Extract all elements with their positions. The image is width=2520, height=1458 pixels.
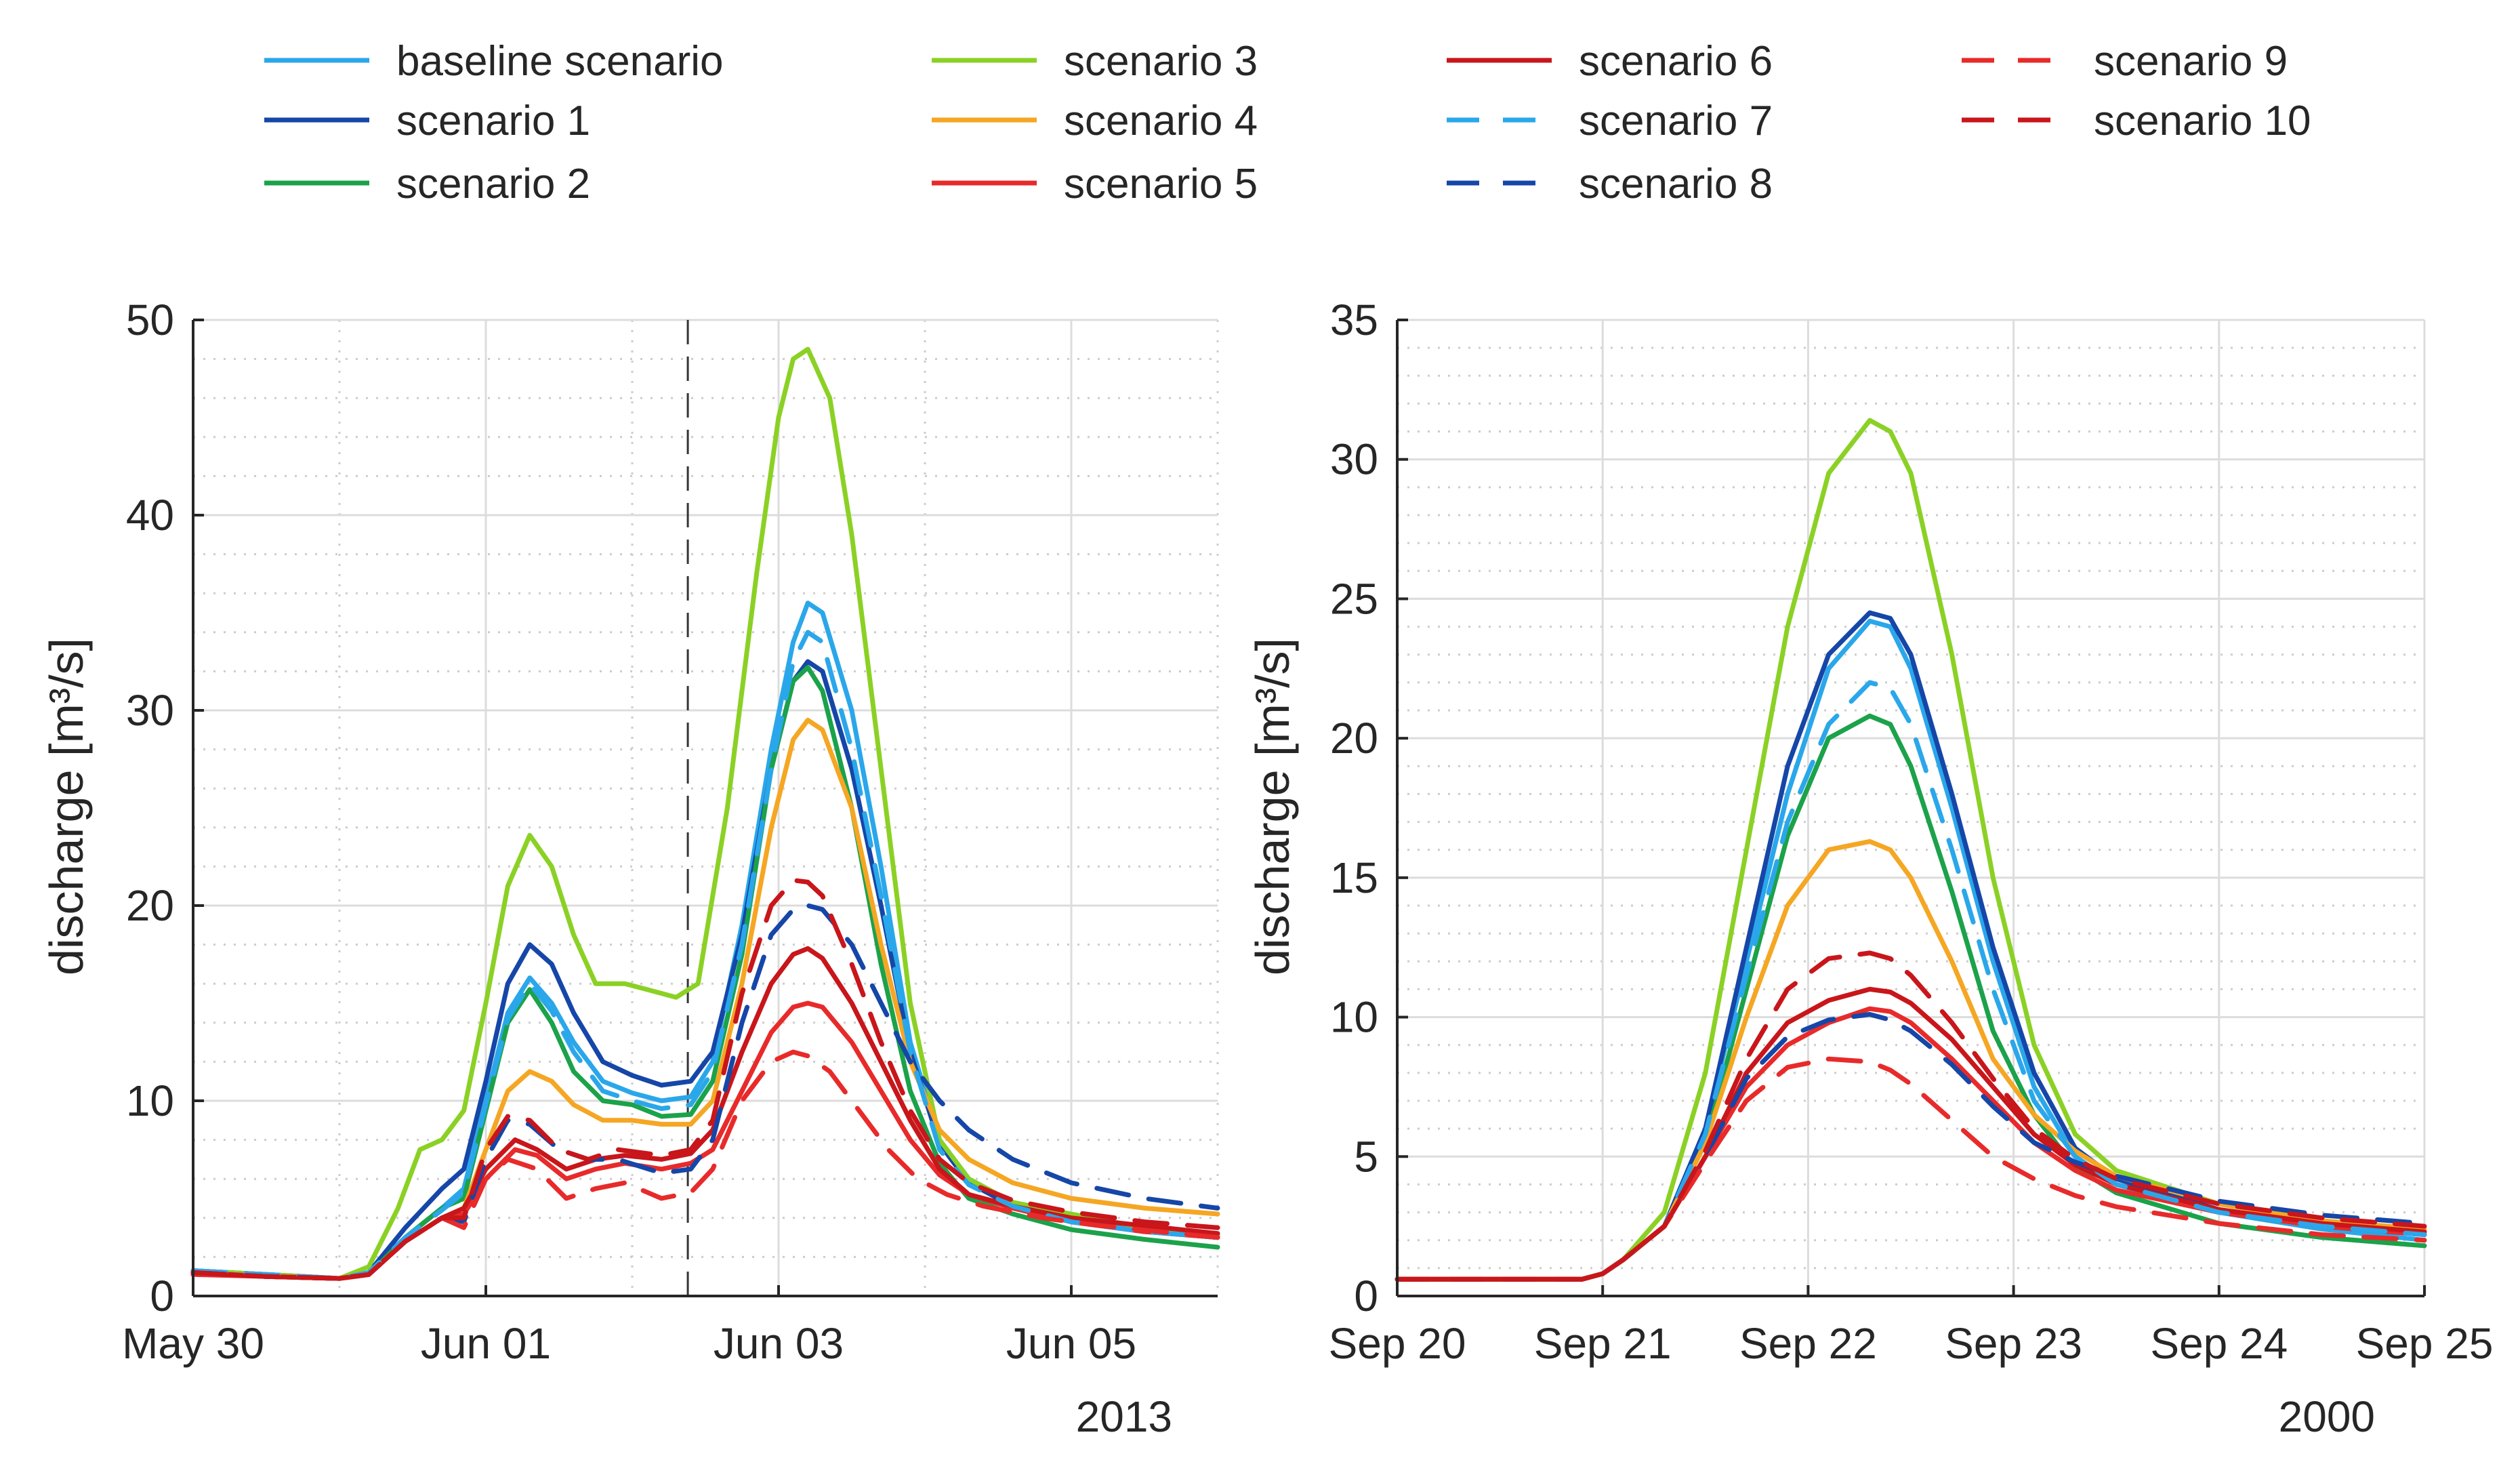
y-tick-label: 15 [1330,853,1378,902]
y-tick-label: 10 [126,1076,174,1125]
legend-label: scenario 6 [1579,38,1773,85]
legend-label: scenario 4 [1064,98,1258,144]
legend-item-s2: scenario 2 [264,161,590,207]
x-tick-label: Sep 24 [2150,1319,2288,1368]
y-tick-label: 30 [1330,435,1378,484]
legend-label: scenario 3 [1064,38,1258,85]
y-tick-label: 35 [1330,296,1378,344]
ticks-2000: 0 5 10 15 20 25 30 35 Sep 20 Sep 21 Sep 22 Sep 23 Se… [1329,296,2494,1368]
x-tick-label: Sep 20 [1329,1319,1466,1368]
legend-item-baseline: baseline scenario [264,38,724,85]
legend-item-s8: scenario 8 [1447,161,1773,207]
x-tick-label: Sep 23 [1945,1319,2082,1368]
x-tick-label: Sep 21 [1534,1319,1672,1368]
legend-item-s4: scenario 4 [932,98,1258,144]
series-2000 [1395,418,2427,1282]
legend-label: scenario 8 [1579,161,1773,207]
legend-item-s10: scenario 10 [1962,98,2311,144]
y-tick-label: 40 [126,491,174,540]
series-line-s6 [190,946,1220,1281]
y-tick-label: 10 [1330,993,1378,1042]
axes-2013 [192,319,1218,1297]
legend-item-s5: scenario 5 [932,161,1258,207]
y-axis-label-2013: discharge [m³/s] [40,638,93,975]
legend-label: scenario 9 [2094,38,2288,85]
y-tick-label: 50 [126,296,174,344]
y-tick-label: 20 [1330,714,1378,763]
year-label-2000: 2000 [2279,1392,2375,1441]
x-tick-label: Jun 05 [1006,1319,1136,1368]
legend-item-s1: scenario 1 [264,98,590,144]
series-line-s10 [1395,950,2427,1282]
grid-2013 [192,319,1219,1297]
legend-item-s7: scenario 7 [1447,98,1773,144]
x-tick-label: Sep 25 [2356,1319,2494,1368]
y-axis-label-2000: discharge [m³/s] [1246,638,1299,975]
legend-item-s9: scenario 9 [1962,38,2288,85]
legend-label: baseline scenario [396,38,724,85]
ticks-2013: 0 10 20 30 40 50 May 30 Jun 01 Jun 03 Jun 05 [122,296,1136,1368]
series-2013 [190,346,1220,1281]
y-tick-label: 5 [1354,1132,1378,1181]
x-tick-label: Sep 22 [1739,1319,1877,1368]
x-tick-label: Jun 03 [714,1319,844,1368]
legend-label: scenario 5 [1064,161,1258,207]
legend-label: scenario 10 [2094,98,2311,144]
y-tick-label: 30 [126,686,174,735]
y-tick-label: 25 [1330,574,1378,623]
legend-label: scenario 7 [1579,98,1773,144]
series-line-s7 [190,630,1220,1281]
year-label-2013: 2013 [1076,1392,1172,1441]
chart-2013: 0 10 20 30 40 50 May 30 Jun 01 Jun 03 Jun 05 disc… [40,296,1220,1441]
y-tick-label: 20 [126,881,174,930]
x-tick-label: Jun 01 [421,1319,551,1368]
y-tick-label: 0 [1354,1272,1378,1320]
legend: baseline scenario scenario 1 scenario 2 sce… [264,38,2311,207]
series-line-s10 [190,878,1220,1281]
x-tick-label: May 30 [122,1319,264,1368]
legend-item-s3: scenario 3 [932,38,1258,85]
legend-item-s6: scenario 6 [1447,38,1773,85]
series-line-s9 [190,1049,1220,1281]
legend-label: scenario 1 [396,98,590,144]
legend-label: scenario 2 [396,161,590,207]
series-line-s3 [190,346,1220,1281]
axes-2000 [1396,319,2426,1297]
y-tick-label: 0 [150,1272,174,1320]
chart-2000: 0 5 10 15 20 25 30 35 Sep 20 Sep 21 Sep 22 Sep 23 Se… [1246,296,2493,1441]
